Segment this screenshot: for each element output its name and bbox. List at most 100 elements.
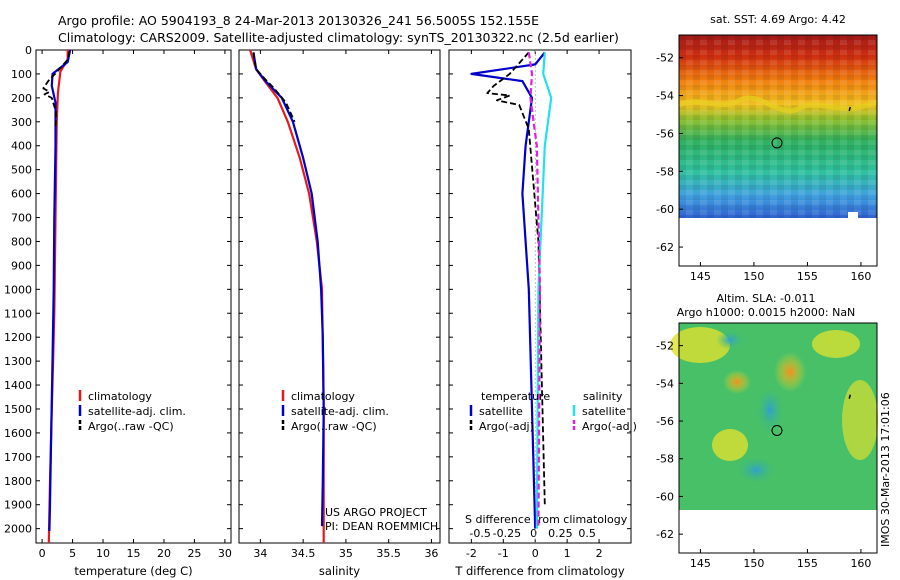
y-tick-label: -52 [656,52,674,65]
legend-label: Argo(-adj) [582,420,637,433]
y-tick-label: -60 [656,203,674,216]
x2-tick-label: 0.25 [548,527,573,540]
map-frame [678,34,878,267]
x-tick-label: 0 [532,547,539,560]
map-frame [678,322,878,554]
sst-missing-data [848,212,858,218]
y-tick-label: 400 [11,140,32,153]
y-tick-label: 800 [11,235,32,248]
series-line-cyan [535,52,553,529]
y-tick-label: -52 [656,340,674,353]
y-tick-label: 700 [11,212,32,225]
y-tick-label: 500 [11,164,32,177]
series-line-blue [470,51,546,529]
x-tick-label: 155 [797,270,818,283]
header-line-1: Argo profile: AO 5904193_8 24-Mar-2013 2… [58,13,539,28]
x-tick-label: 5 [69,547,76,560]
x-tick-label: 0 [39,547,46,560]
map-title: sat. SST: 4.69 Argo: 4.42 [710,13,846,26]
series-line-red [249,49,325,543]
legend-label: satellite-adj. clim. [291,405,389,418]
series-line-black [42,51,71,130]
sst-noise-overlay [679,35,877,218]
series-line-black [486,51,546,505]
x-tick-label: 145 [690,557,711,570]
series-line-magenta [527,52,542,529]
sla-no-data-area [679,510,877,553]
sla-high-3 [723,370,751,394]
header-line-2: Climatology: CARS2009. Satellite-adjuste… [58,30,619,45]
x-axis-label: T difference from climatology [454,564,625,578]
sla-high-2 [774,352,806,392]
x-tick-label: 160 [850,270,871,283]
legend-label: satellite [582,405,626,418]
x-tick-label: 30 [218,547,232,560]
difference-panel: -2 -1 0 1 2 -0.5 -0.25 0 0.25 0.5S difference fro… [448,49,637,578]
x-tick-label: 15 [127,547,141,560]
y-tick-label: 0 [25,44,32,57]
x-tick-label: 35.5 [376,547,401,560]
x-tick-label: -1 [498,547,509,560]
legend-label: climatology [291,390,355,403]
series-line-blue [48,49,72,532]
y-tick-label: 1300 [4,355,32,368]
x-tick-label: 150 [743,270,764,283]
credit-line-1: US ARGO PROJECT [325,506,427,519]
map-subtitle: Argo h1000: 0.0015 h2000: NaN [677,306,856,319]
plot-frame [238,49,441,544]
y-tick-label: -56 [656,415,674,428]
y-tick-label: 1600 [4,427,32,440]
sla-low-2 [736,456,776,484]
y-tick-label: 900 [11,259,32,272]
sla-map-panel: 145 150 155 160 -52 -54 -56 -58 -60 -62 Altim. SLA… [656,292,878,570]
x-tick-label: 34.5 [291,547,316,560]
map-title: Altim. SLA: -0.011 [716,292,815,305]
x2-axis-label: S difference from climatology [465,513,628,526]
legend-label: climatology [88,390,152,403]
legend-label: satellite-adj. clim. [88,405,186,418]
x-tick-label: 155 [797,557,818,570]
x2-tick-label: -0.5 [469,527,490,540]
y-tick-label: -62 [656,241,674,254]
legend-header-temperature: temperature [481,390,550,403]
x2-tick-label: 0.5 [578,527,596,540]
plot-frame [35,49,232,544]
x2-tick-label: -0.25 [493,527,521,540]
x-tick-label: 150 [743,557,764,570]
series-line-black [252,52,296,123]
legend-label: Argo(-adj) [479,420,534,433]
x-tick-label: 20 [157,547,171,560]
y-tick-label: 200 [11,92,32,105]
island-mark [848,106,851,112]
x-tick-label: 160 [850,557,871,570]
x-tick-label: 2 [596,547,603,560]
x-tick-label: -2 [466,547,477,560]
sst-map-panel: 145 150 155 160 -52 -54 -56 -58 -60 -62 sat. SST: … [656,13,878,283]
sst-no-data-area [679,218,877,266]
y-tick-label: 100 [11,68,32,81]
series-line-blue [252,52,325,527]
sla-high-4 [812,330,860,358]
legend-label: Argo(..raw -QC) [291,420,377,433]
y-tick-label: -58 [656,165,674,178]
y-tick-label: 2000 [4,523,32,536]
y-tick-label: 1200 [4,331,32,344]
sla-high-1 [670,327,730,363]
y-tick-label: -62 [656,528,674,541]
salinity-panel: 34 34.5 35 35.5 36 salinity climatology satelli… [238,49,441,578]
y-tick-label: 600 [11,188,32,201]
y-tick-label: -54 [656,377,674,390]
watermark: IMOS 30-Mar-2013 17:01:06 [879,392,892,547]
x-tick-label: 34 [253,547,267,560]
y-tick-label: 1500 [4,403,32,416]
legend-header-salinity: salinity [583,390,623,403]
y-tick-label: 1900 [4,499,32,512]
x-tick-label: 36 [424,547,438,560]
y-tick-label: -58 [656,453,674,466]
legend-label: Argo(..raw -QC) [88,420,174,433]
sla-low-1 [756,386,784,434]
x2-tick-label: 0 [530,527,537,540]
y-tick-label: 300 [11,116,32,129]
plot-frame [448,49,632,544]
